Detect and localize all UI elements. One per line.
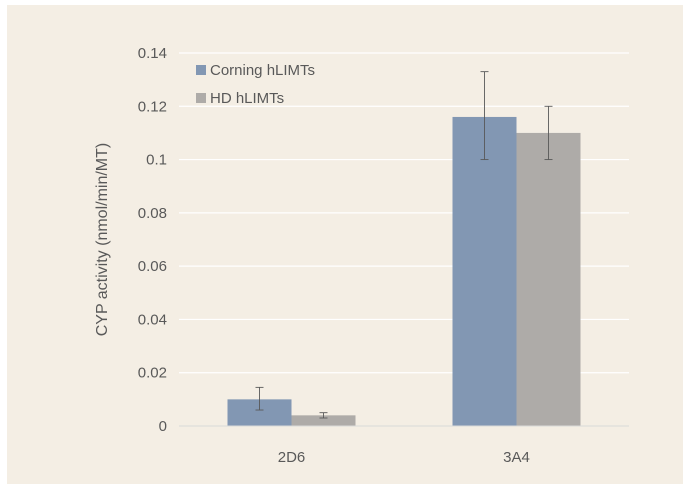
x-axis-ticks: 2D6 3A4 (278, 449, 530, 466)
bar (291, 415, 356, 426)
x-tick-label: 2D6 (278, 449, 306, 466)
error-bars (255, 71, 553, 419)
bar-chart: 0 0.02 0.04 0.06 0.08 0.1 0.12 0.14 2D6 3A4 CYP … (94, 45, 629, 466)
y-axis-title: CYP activity (nmol/min/MT) (94, 143, 111, 337)
y-tick-label: 0.02 (138, 365, 167, 382)
gridlines (179, 52, 629, 374)
bar (452, 116, 517, 426)
bars (227, 116, 581, 426)
y-tick-label: 0.04 (138, 311, 167, 328)
legend-label: HD hLIMTs (210, 90, 284, 107)
x-tick-label: 3A4 (503, 449, 530, 466)
y-tick-label: 0.06 (138, 258, 167, 275)
legend-label: Corning hLIMTs (210, 62, 315, 79)
legend-swatch (196, 65, 206, 75)
y-tick-label: 0.12 (138, 98, 167, 115)
chart-frame: 0 0.02 0.04 0.06 0.08 0.1 0.12 0.14 2D6 3A4 CYP … (7, 5, 683, 484)
bar (516, 132, 581, 426)
y-tick-label: 0.08 (138, 205, 167, 222)
y-axis-ticks: 0 0.02 0.04 0.06 0.08 0.1 0.12 0.14 (138, 45, 167, 435)
y-tick-label: 0.14 (138, 45, 167, 62)
legend: Corning hLIMTs HD hLIMTs (196, 62, 315, 107)
y-tick-label: 0 (159, 418, 167, 435)
legend-swatch (196, 93, 206, 103)
y-tick-label: 0.1 (146, 152, 167, 169)
